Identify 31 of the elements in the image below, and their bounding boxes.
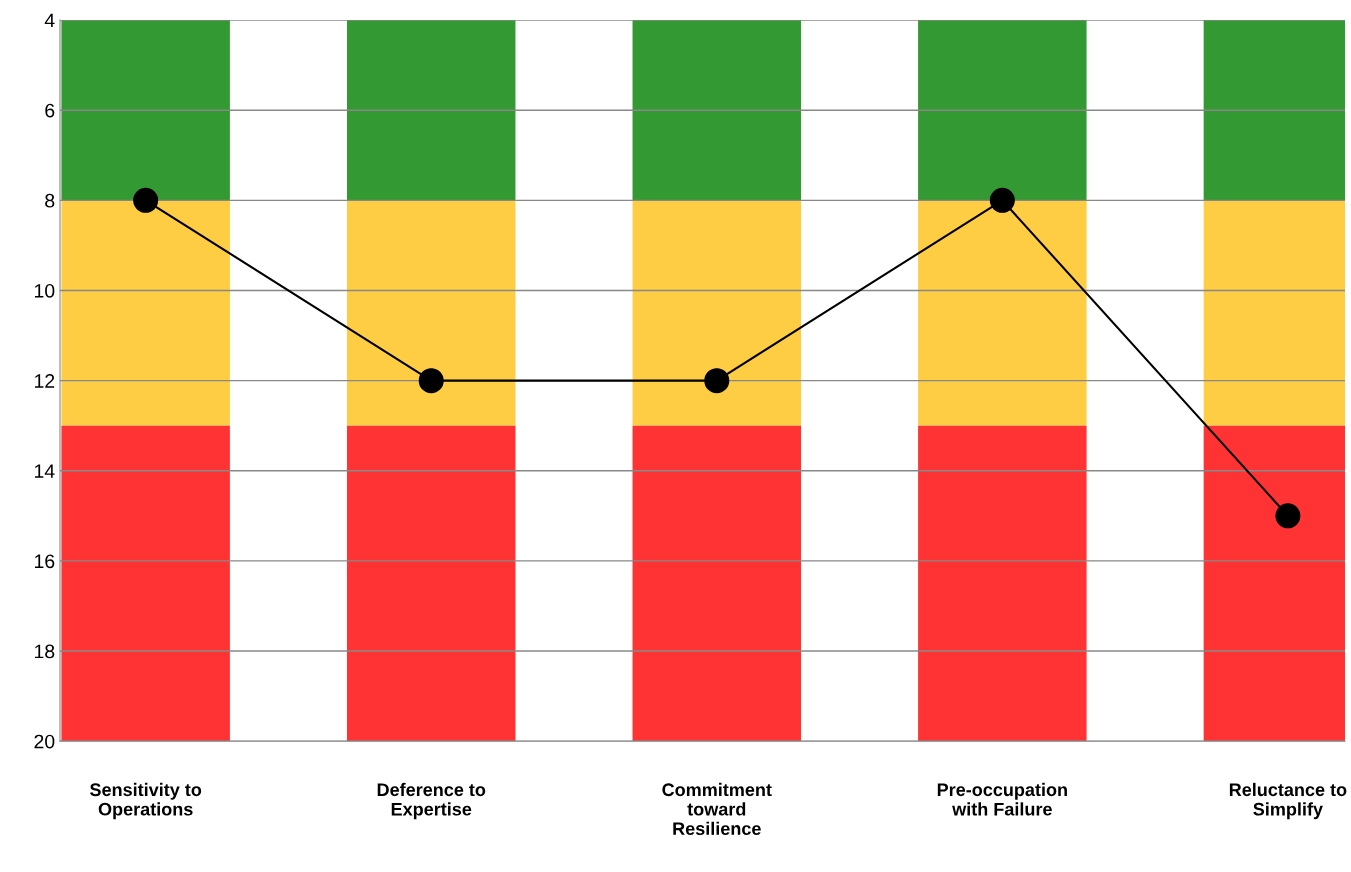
x-tick-label: Deference to Expertise [377, 782, 486, 820]
bar [61, 200, 230, 426]
bar [61, 425, 230, 742]
point [133, 187, 159, 213]
bar [346, 20, 516, 201]
x-tick-label: Reluctance to Simplify [1229, 782, 1347, 820]
bar [346, 425, 516, 742]
point [1275, 503, 1301, 529]
y-tick-label: 6 [45, 103, 55, 118]
y-tick-label: 10 [35, 283, 55, 298]
bar [61, 20, 230, 201]
y-tick-label: 12 [35, 374, 55, 388]
y-tick-label: 20 [34, 734, 55, 749]
bar [346, 200, 516, 426]
x-tick-label: Sensitivity to Operations [90, 782, 202, 820]
y-tick-label: 8 [45, 193, 55, 208]
x-tick-label: Commitment toward Resilience [662, 782, 772, 836]
bar [632, 20, 802, 201]
bar [918, 425, 1087, 742]
bar [918, 200, 1087, 426]
x-tick-label: Pre-occupation with Failure [937, 782, 1067, 816]
point [418, 368, 444, 394]
y-tick-label: 4 [44, 13, 55, 28]
y-tick-label: 16 [35, 554, 55, 569]
y-tick-label: 18 [35, 644, 55, 659]
y-tick-label: 14 [35, 464, 55, 478]
bar [632, 425, 802, 742]
bar [918, 20, 1087, 201]
point [989, 187, 1015, 213]
point [704, 368, 730, 394]
bar [632, 200, 802, 426]
